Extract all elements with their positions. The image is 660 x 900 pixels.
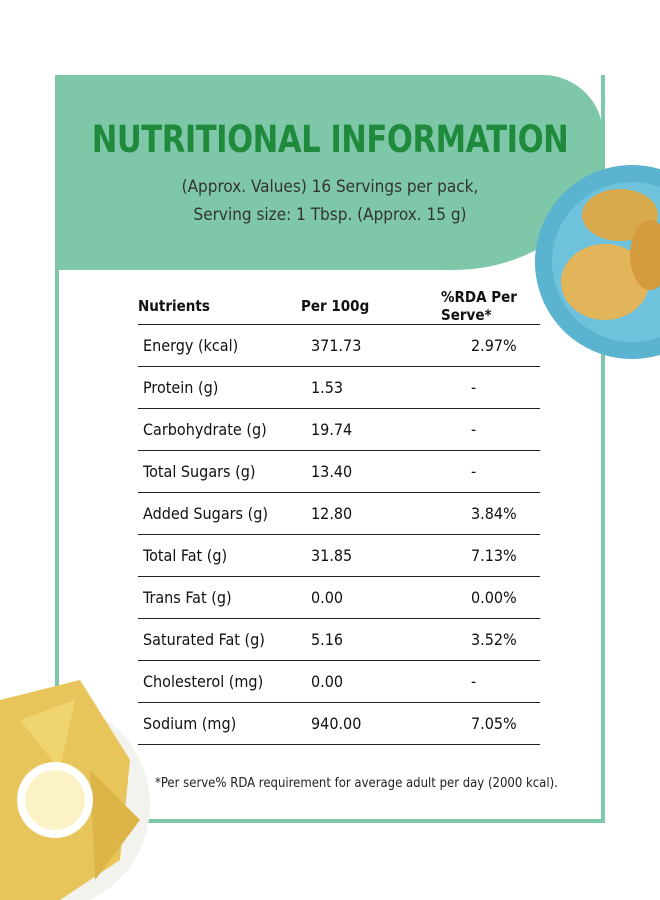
frame [55, 75, 605, 823]
subtitle: (Approx. Values) 16 Servings per pack, [181, 177, 479, 197]
row: Cholesterol (mg) 0.00- [138, 660, 540, 703]
cell: Added Sugars (g) [138, 492, 293, 535]
row: Total Fat (g) 31.85 7.13% [138, 534, 540, 577]
cell: Carbohydrate (g) [138, 408, 293, 451]
row: Trans Fat (g) 0.00 0.00% [138, 576, 540, 619]
nutrition-table: Nutrients Per 100g %RDA Per Serve* Energy (… [138, 288, 540, 745]
cell: 3.84% [431, 492, 540, 535]
cell: Saturated Fat (g) [138, 618, 293, 661]
header-row: Nutrients Per 100g %RDA Per Serve* [138, 288, 540, 325]
cell: 13.40 [293, 450, 431, 493]
cell: 19.74 [293, 408, 431, 451]
cell: 31.85 [293, 534, 431, 577]
cell: 0.00 [293, 660, 431, 703]
footnote: *Per serve% RDA requirement for average … [155, 776, 558, 791]
row: Added Sugars (g) 12.80 3.84% [138, 492, 540, 535]
cell: Protein (g) [138, 366, 293, 409]
cell: - [431, 366, 540, 409]
row: Saturated Fat (g) 5.16 3.52% [138, 618, 540, 661]
row: Carbohydrate (g) 19.74- [138, 408, 540, 451]
cell: 940.00 [293, 702, 431, 745]
cell: 1.53 [293, 366, 431, 409]
chip [90, 770, 140, 880]
cell: 12.80 [293, 492, 431, 535]
cell: 7.13% [431, 534, 540, 577]
column-header: Nutrients [138, 288, 293, 325]
dip [25, 770, 85, 830]
row: Energy (kcal) 371.73 2.97% [138, 324, 540, 367]
chip [20, 700, 75, 770]
cell: - [431, 450, 540, 493]
cell: 0.00 [293, 576, 431, 619]
cell: - [431, 408, 540, 451]
cell: 371.73 [293, 324, 431, 367]
column-header: %RDA Per Serve* [431, 288, 540, 325]
subtitle: Serving size: 1 Tbsp. (Approx. 15 g) [193, 205, 467, 225]
cell: 2.97% [431, 324, 540, 367]
row: Total Sugars (g) 13.40- [138, 450, 540, 493]
header-panel [55, 75, 603, 270]
cell: Energy (kcal) [138, 324, 293, 367]
cell: 7.05% [431, 702, 540, 745]
row: Protein (g) 1.53- [138, 366, 540, 409]
cell: Cholesterol (mg) [138, 660, 293, 703]
cell: Sodium (mg) [138, 702, 293, 745]
bread [561, 244, 649, 320]
title: NUTRITIONAL INFORMATION [91, 118, 569, 161]
column-header: Per 100g [293, 288, 431, 325]
cell: 0.00% [431, 576, 540, 619]
row: Sodium (mg) 940.00 7.05% [138, 702, 540, 745]
cell: Total Sugars (g) [138, 450, 293, 493]
cell: Total Fat (g) [138, 534, 293, 577]
cell: 3.52% [431, 618, 540, 661]
cell: Trans Fat (g) [138, 576, 293, 619]
cell: 5.16 [293, 618, 431, 661]
bread [630, 220, 660, 290]
cell: - [431, 660, 540, 703]
